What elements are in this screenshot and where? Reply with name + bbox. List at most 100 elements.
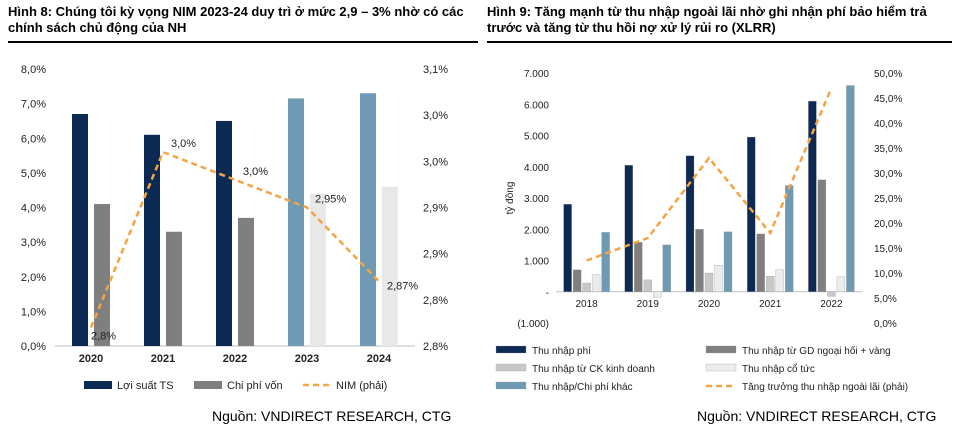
bar-asset-yield — [216, 120, 232, 346]
x-tick-label: 2021 — [759, 299, 782, 310]
bar-income-series-1 — [624, 165, 633, 292]
y2-tick-label-left: 2,8% — [423, 341, 448, 353]
y-tick-label-right: 2.000 — [524, 225, 549, 236]
x-tick-label: 2022 — [820, 299, 843, 310]
legend-label-income-5: Thu nhập/Chi phí khác — [532, 382, 633, 393]
y2-tick-label-left: 3,0% — [423, 110, 448, 122]
bar-income-series-3 — [704, 272, 714, 292]
legend-swatch-cost-of-funds — [194, 381, 222, 389]
nim-data-label: 2,87% — [387, 280, 418, 292]
bar-income-series-2 — [695, 229, 704, 292]
chart-title-right: Hình 9: Tăng mạnh từ thu nhập ngoài lãi … — [487, 4, 927, 35]
y-tick-label-right: 7.000 — [524, 69, 549, 80]
y-tick-label-left: 4,0% — [21, 203, 46, 215]
nim-data-label: 2,95% — [315, 194, 346, 206]
legend-label-asset-yield: Lợi suất TS — [117, 380, 174, 392]
y2-tick-label-right: 0,0% — [874, 319, 897, 330]
legend-label-income-4: Thu nhập cổ tức — [742, 363, 815, 375]
bar-cost-of-funds — [238, 217, 254, 346]
y-tick-label-left: 6,0% — [21, 133, 46, 145]
y2-tick-label-right: 15,0% — [874, 244, 902, 255]
y-tick-label-right: 4.000 — [524, 163, 549, 174]
bar-income-series-4 — [775, 269, 784, 292]
y2-tick-label-right: 30,0% — [874, 169, 902, 180]
y-tick-label-left: 0,0% — [21, 341, 46, 353]
bar-income-series-5 — [846, 85, 855, 292]
y-tick-label-right: 5.000 — [524, 132, 549, 143]
y-tick-label-right: 3.000 — [524, 194, 549, 205]
bar-income-series-1 — [685, 155, 695, 292]
bar-cost-of-funds — [310, 193, 326, 346]
x-tick-label: 2024 — [367, 353, 392, 365]
bar-cost-of-funds — [94, 204, 110, 346]
legend-label-income-6: Tăng trưởng thu nhập ngoài lãi (phải) — [742, 381, 908, 393]
bar-asset-yield — [72, 114, 88, 346]
nim-data-label: 3,0% — [243, 166, 268, 178]
legend-swatch-income-5 — [495, 381, 527, 390]
bar-income-series-5 — [601, 232, 610, 292]
nim-line — [89, 150, 380, 329]
bar-income-series-1 — [563, 204, 572, 292]
y-tick-label-left: 1,0% — [21, 306, 46, 318]
bar-income-series-4 — [653, 291, 662, 298]
bar-income-series-2 — [756, 233, 765, 292]
y-tick-label-left: 5,0% — [21, 168, 46, 180]
bar-cost-of-funds — [382, 186, 398, 346]
y-tick-label-right: (1.000) — [517, 319, 549, 330]
nim-data-label: 3,0% — [171, 138, 196, 150]
y2-tick-label-right: 35,0% — [874, 144, 902, 155]
y2-tick-label-right: 5,0% — [874, 294, 897, 305]
x-tick-label: 2022 — [223, 353, 247, 365]
legend-swatch-income-4 — [705, 363, 737, 372]
legend-swatch-income-3 — [495, 363, 527, 372]
source-note-left: Nguồn: VNDIRECT RESEARCH, CTG — [212, 408, 452, 424]
legend-swatch-income-1 — [495, 345, 527, 354]
bar-income-series-2 — [634, 242, 643, 292]
y2-tick-label-left: 3,0% — [423, 156, 448, 168]
y2-tick-label-right: 25,0% — [874, 194, 902, 205]
y-axis-title: tỷ đồng — [504, 182, 516, 215]
y-tick-label-right: 1.000 — [524, 257, 549, 268]
legend-label-income-2: Thu nhập từ GD ngoại hối + vàng — [742, 345, 891, 357]
bar-income-series-4 — [591, 274, 601, 292]
legend-label-income-3: Thu nhập từ CK kinh doanh — [532, 364, 655, 375]
y2-tick-label-left: 2,9% — [423, 203, 448, 215]
y-tick-label-left: 3,0% — [21, 237, 46, 249]
bar-income-series-4 — [836, 276, 846, 292]
bar-income-series-2 — [817, 179, 827, 292]
bar-income-series-3 — [766, 275, 775, 292]
bar-income-series-5 — [785, 185, 794, 292]
x-tick-label: 2019 — [637, 299, 660, 310]
y2-tick-label-right: 40,0% — [874, 119, 902, 130]
source-note-right: Nguồn: VNDIRECT RESEARCH, CTG — [697, 408, 937, 424]
legend-label-cost-of-funds: Chi phí vốn — [227, 380, 283, 392]
y2-tick-label-right: 10,0% — [874, 269, 902, 280]
legend-swatch-income-2 — [705, 345, 737, 354]
chart-title-left: Hình 8: Chúng tôi kỳ vọng NIM 2023-24 du… — [8, 4, 464, 35]
legend-swatch-asset-yield — [84, 381, 112, 389]
x-tick-label: 2020 — [698, 299, 721, 310]
y-tick-label-left: 8,0% — [21, 64, 46, 76]
bar-income-series-2 — [572, 269, 582, 292]
bar-income-series-1 — [808, 100, 817, 292]
title-rule-right — [487, 41, 952, 43]
x-tick-label: 2023 — [295, 353, 319, 365]
y2-tick-label-right: 50,0% — [874, 69, 902, 80]
nim-data-label: 2,8% — [91, 331, 116, 343]
y-tick-label-right: - — [546, 288, 549, 299]
bar-income-series-1 — [747, 136, 756, 292]
bar-income-series-3 — [827, 291, 836, 297]
bar-cost-of-funds — [166, 231, 182, 346]
y2-tick-label-right: 20,0% — [874, 219, 902, 230]
y2-tick-label-right: 45,0% — [874, 94, 902, 105]
y-tick-label-left: 7,0% — [21, 99, 46, 111]
bar-income-series-5 — [723, 231, 733, 292]
growth-line — [586, 87, 833, 262]
x-tick-label: 2020 — [79, 353, 103, 365]
x-tick-label: 2018 — [575, 299, 598, 310]
x-tick-label: 2021 — [151, 353, 175, 365]
y2-tick-label-left: 2,9% — [423, 249, 448, 261]
bar-income-series-3 — [582, 282, 591, 292]
bar-income-series-5 — [662, 244, 671, 292]
title-rule-left — [8, 41, 478, 43]
